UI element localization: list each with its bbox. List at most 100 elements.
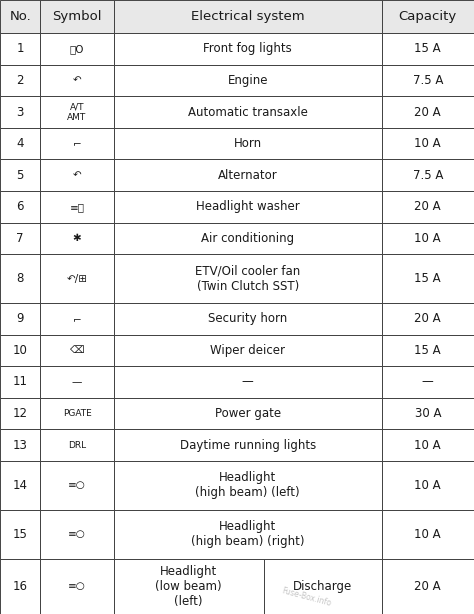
Bar xyxy=(382,510,474,559)
Bar xyxy=(40,559,114,614)
Bar xyxy=(114,461,382,510)
Text: Power gate: Power gate xyxy=(215,407,281,420)
Text: 10 A: 10 A xyxy=(414,528,441,541)
Text: 7.5 A: 7.5 A xyxy=(412,74,443,87)
Text: Fuse-Box.info: Fuse-Box.info xyxy=(281,586,332,608)
Text: Horn: Horn xyxy=(234,137,262,150)
Bar xyxy=(382,461,474,510)
Text: DRL: DRL xyxy=(68,441,86,449)
Text: 10: 10 xyxy=(13,344,27,357)
Bar xyxy=(382,303,474,335)
Bar xyxy=(40,191,114,222)
Bar xyxy=(0,429,40,461)
Bar xyxy=(382,160,474,191)
Text: Headlight washer: Headlight washer xyxy=(196,200,300,213)
Text: ETV/Oil cooler fan
(Twin Clutch SST): ETV/Oil cooler fan (Twin Clutch SST) xyxy=(195,265,301,293)
Bar xyxy=(382,398,474,429)
Bar xyxy=(0,559,40,614)
Text: 15 A: 15 A xyxy=(414,344,441,357)
Text: ⨉O: ⨉O xyxy=(70,44,84,54)
Bar xyxy=(0,0,40,33)
Bar xyxy=(382,559,474,614)
Bar xyxy=(382,222,474,254)
Text: 3: 3 xyxy=(17,106,24,119)
Text: Alternator: Alternator xyxy=(218,169,278,182)
Text: ≡○: ≡○ xyxy=(68,529,86,539)
Text: ⌫: ⌫ xyxy=(70,346,84,356)
Bar xyxy=(114,0,382,33)
Bar xyxy=(114,0,382,33)
Text: Engine: Engine xyxy=(228,74,268,87)
Text: 30 A: 30 A xyxy=(415,407,441,420)
Text: 4: 4 xyxy=(17,137,24,150)
Bar xyxy=(0,461,40,510)
Text: 6: 6 xyxy=(17,200,24,213)
Text: 13: 13 xyxy=(13,438,27,452)
Bar xyxy=(0,303,40,335)
Bar xyxy=(114,366,382,398)
Bar xyxy=(40,366,114,398)
Bar xyxy=(40,303,114,335)
Bar xyxy=(382,0,474,33)
Bar xyxy=(40,461,114,510)
Bar xyxy=(114,398,382,429)
Text: A/T
AMT: A/T AMT xyxy=(67,103,87,122)
Bar xyxy=(40,335,114,366)
Bar xyxy=(0,64,40,96)
Bar xyxy=(0,398,40,429)
Text: ↶: ↶ xyxy=(73,76,82,85)
Text: 20 A: 20 A xyxy=(414,106,441,119)
Text: Discharge: Discharge xyxy=(293,580,352,593)
Text: 7: 7 xyxy=(17,232,24,245)
Bar xyxy=(114,429,382,461)
Text: Automatic transaxle: Automatic transaxle xyxy=(188,106,308,119)
Bar xyxy=(382,366,474,398)
Text: Electrical system: Electrical system xyxy=(191,10,304,23)
Text: Wiper deicer: Wiper deicer xyxy=(210,344,285,357)
Text: PGATE: PGATE xyxy=(63,409,91,418)
Text: 10 A: 10 A xyxy=(414,479,441,492)
Text: Front fog lights: Front fog lights xyxy=(203,42,292,55)
Text: Security horn: Security horn xyxy=(208,313,287,325)
Bar xyxy=(0,191,40,222)
Bar xyxy=(114,303,382,335)
Text: 10 A: 10 A xyxy=(414,137,441,150)
Bar xyxy=(0,160,40,191)
Text: 15: 15 xyxy=(13,528,27,541)
Text: 11: 11 xyxy=(13,376,27,389)
Bar xyxy=(0,222,40,254)
Bar xyxy=(0,96,40,128)
Text: 1: 1 xyxy=(17,42,24,55)
Bar xyxy=(114,191,382,222)
Bar xyxy=(114,96,382,128)
Bar xyxy=(382,429,474,461)
Text: ↶: ↶ xyxy=(73,170,82,180)
Text: 5: 5 xyxy=(17,169,24,182)
Bar xyxy=(382,0,474,33)
Bar xyxy=(114,222,382,254)
Text: 15 A: 15 A xyxy=(414,42,441,55)
Text: —: — xyxy=(242,376,254,389)
Bar xyxy=(382,335,474,366)
Bar xyxy=(40,510,114,559)
Bar xyxy=(40,0,114,33)
Bar xyxy=(40,33,114,64)
Bar xyxy=(0,366,40,398)
Bar xyxy=(40,398,114,429)
Text: 7.5 A: 7.5 A xyxy=(412,169,443,182)
Text: 8: 8 xyxy=(17,272,24,285)
Bar xyxy=(40,0,114,33)
Bar xyxy=(0,33,40,64)
Text: 20 A: 20 A xyxy=(414,200,441,213)
Bar xyxy=(40,254,114,303)
Bar xyxy=(114,335,382,366)
Text: ✱: ✱ xyxy=(73,233,82,243)
Text: ⌐: ⌐ xyxy=(73,139,82,149)
Bar xyxy=(0,335,40,366)
Text: ↶/⊞: ↶/⊞ xyxy=(66,274,88,284)
Text: Headlight
(low beam)
(left): Headlight (low beam) (left) xyxy=(155,565,222,608)
Bar xyxy=(40,429,114,461)
Text: 16: 16 xyxy=(13,580,27,593)
Bar xyxy=(40,128,114,160)
Text: Symbol: Symbol xyxy=(52,10,102,23)
